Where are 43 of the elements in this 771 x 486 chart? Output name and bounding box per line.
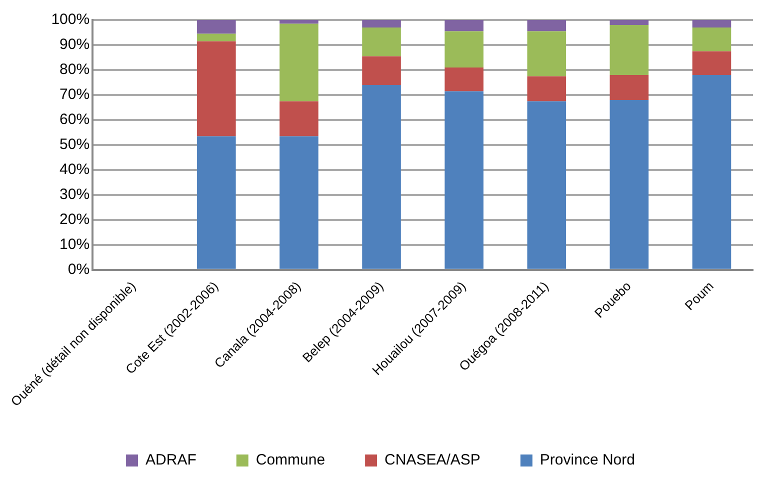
bar — [444, 67, 484, 92]
legend-label: ADRAF — [146, 452, 196, 469]
legend-label: Commune — [256, 452, 326, 469]
bar — [610, 74, 649, 100]
bar — [197, 34, 236, 42]
y-tick-label: 50% — [60, 136, 90, 154]
bar — [362, 56, 401, 85]
bar — [362, 20, 401, 28]
bar — [362, 27, 401, 56]
y-tick-label: 30% — [60, 186, 90, 204]
bar — [197, 41, 236, 136]
legend-label: CNASEA/ASP — [384, 452, 480, 469]
y-tick-label: 100% — [51, 11, 90, 28]
bar — [527, 20, 566, 32]
y-tick-label: 70% — [60, 86, 90, 104]
y-tick-label: 60% — [60, 111, 90, 128]
bar — [280, 20, 318, 24]
bar — [610, 25, 649, 75]
y-tick-label: 90% — [60, 36, 90, 54]
bar — [610, 20, 649, 25]
bar — [692, 51, 732, 75]
bar — [280, 24, 318, 102]
y-tick-label: 0% — [68, 261, 90, 278]
bar — [692, 74, 732, 269]
bar — [280, 101, 318, 136]
bar — [197, 136, 236, 269]
bar — [444, 20, 484, 32]
bar — [610, 100, 649, 269]
bar — [527, 76, 566, 102]
y-tick-label: 40% — [60, 161, 90, 178]
bar — [444, 91, 484, 269]
bar — [527, 31, 566, 76]
bar — [362, 84, 401, 269]
bar — [197, 20, 236, 34]
bar — [692, 20, 732, 28]
y-tick-label: 80% — [60, 61, 90, 78]
legend-label: Province Nord — [540, 452, 635, 469]
bar — [692, 27, 732, 52]
bar — [527, 101, 566, 269]
bar — [280, 136, 318, 269]
y-tick-label: 20% — [60, 211, 90, 228]
bar — [444, 31, 484, 68]
y-tick-label: 10% — [60, 236, 90, 254]
